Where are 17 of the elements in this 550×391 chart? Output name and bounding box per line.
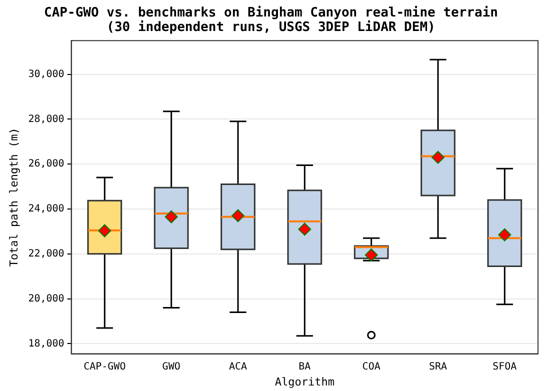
x-tick-label: SRA: [428, 361, 448, 372]
y-tick-label: 20,000: [28, 293, 64, 304]
x-tick-label: CAP-GWO: [84, 361, 126, 372]
x-tick-label: SFOA: [492, 361, 517, 372]
y-axis-title: Total path length (m): [7, 128, 20, 267]
chart-title: CAP-GWO vs. benchmarks on Bingham Canyon real-mine terrain (30 independent runs, USGS 3DEP LiDAR DEM): [44, 6, 498, 35]
y-tick-label: 28,000: [28, 114, 64, 125]
y-tick-label: 22,000: [28, 248, 64, 260]
y-tick-label: 24,000: [28, 204, 64, 215]
y-tick-label: 18,000: [28, 338, 64, 350]
y-tick-label: 26,000: [28, 158, 64, 170]
y-tick-label: 30,000: [28, 68, 64, 80]
x-axis-title: Algorithm: [274, 375, 335, 388]
x-tick-label: ACA: [228, 361, 248, 372]
x-tick-label: COA: [362, 361, 380, 372]
x-tick-label: GWO: [162, 361, 180, 372]
x-tick-label: BA: [298, 361, 311, 372]
